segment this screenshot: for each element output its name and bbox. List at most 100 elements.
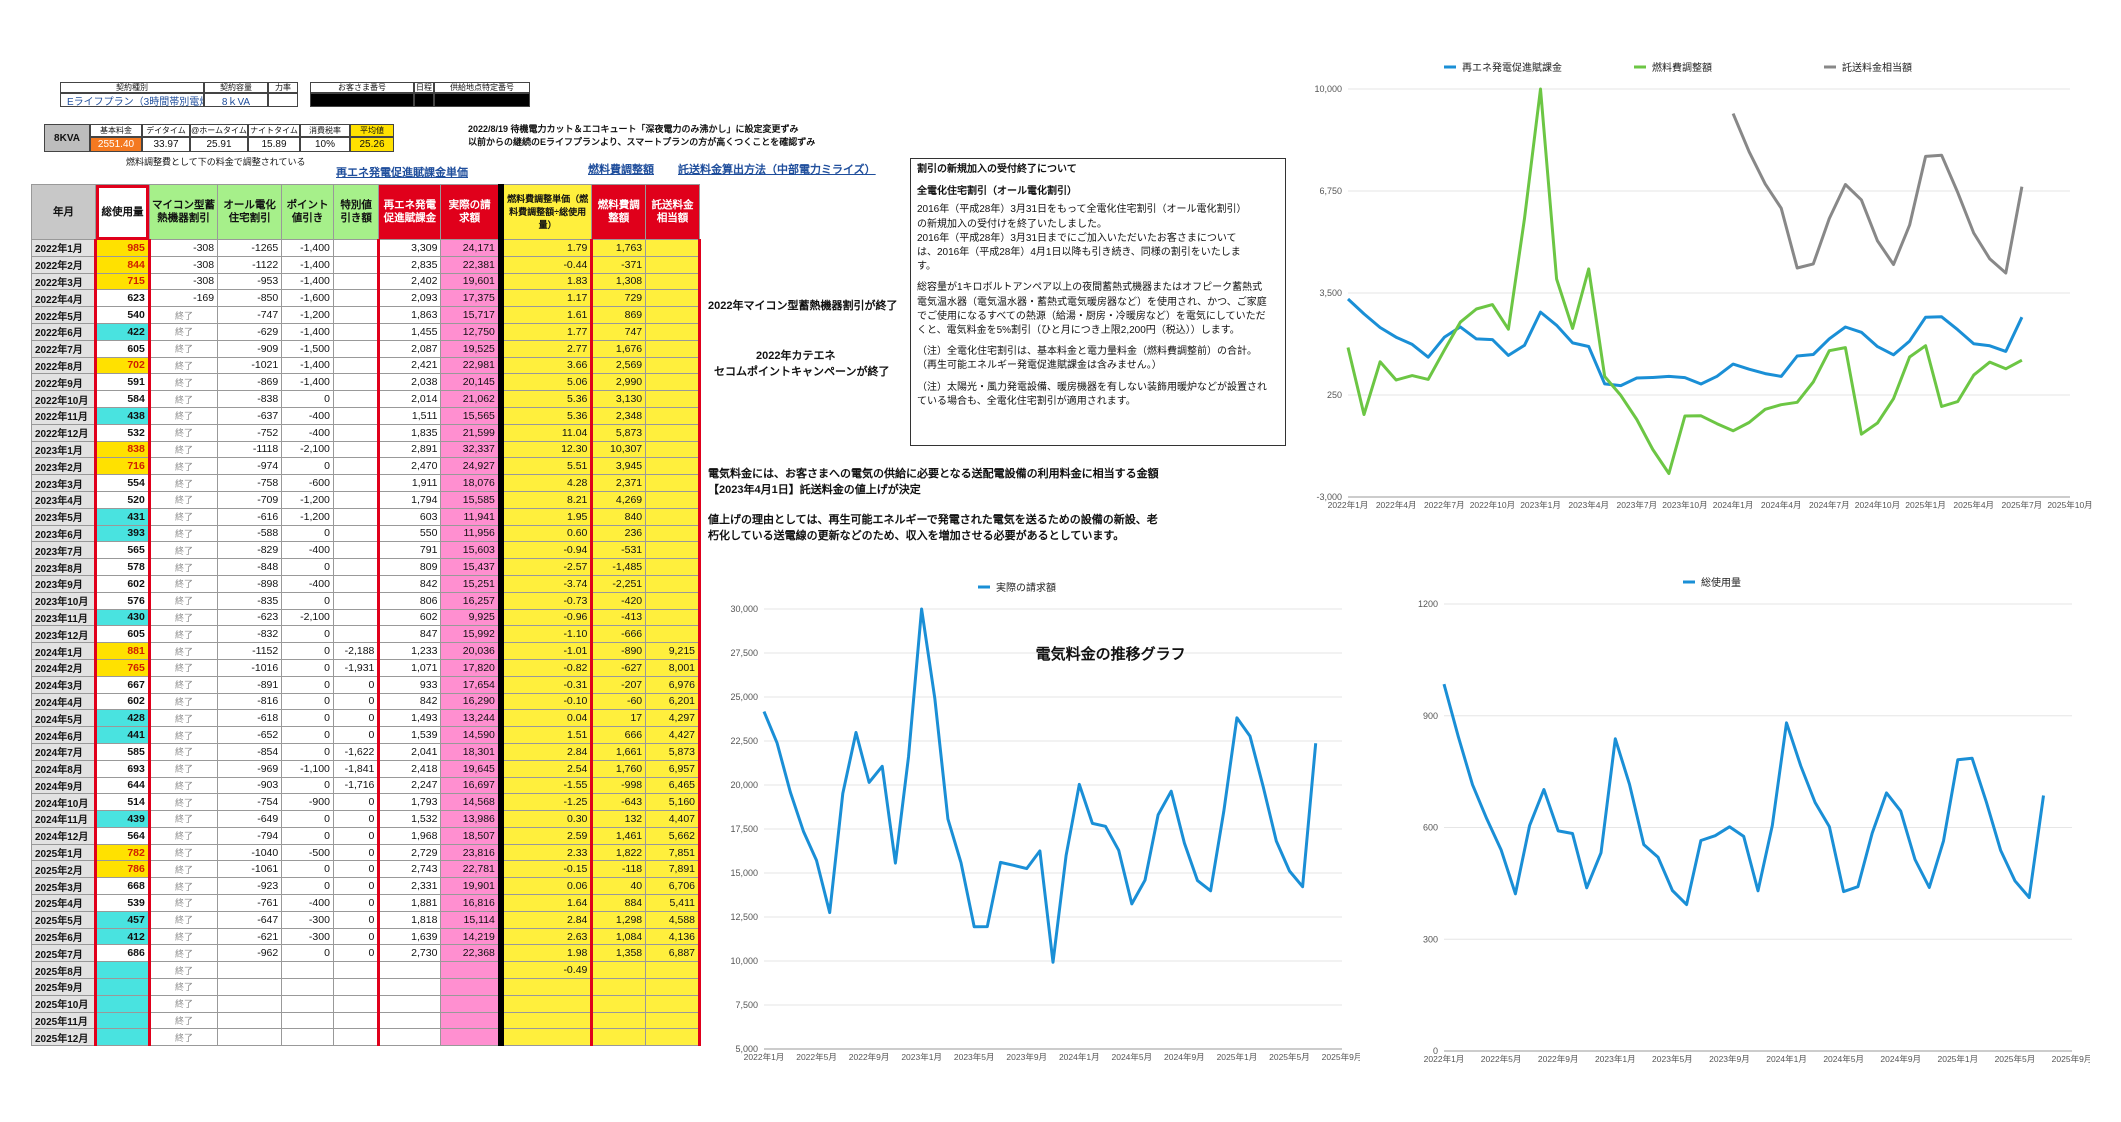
cell-col-1 bbox=[94, 994, 151, 1013]
cell-col-0: 2023年2月 bbox=[30, 457, 97, 476]
th-point-discount: ポイント値引き bbox=[281, 184, 334, 240]
cell-col-1: 602 bbox=[94, 692, 151, 711]
notice-line: でご使用になるすべての熱源（給湯・厨房・冷暖房など）を電気にしていただ bbox=[917, 310, 1266, 322]
cell-col-6: 1,493 bbox=[377, 709, 442, 728]
th-renewable-levy: 再エネ発電促進賦課金 bbox=[378, 184, 442, 240]
link-renewable-unit[interactable]: 再エネ発電促進賦課金単価 bbox=[336, 167, 468, 179]
cell-col-2: 終了 bbox=[148, 994, 219, 1013]
note-transfer-4: 朽化している送電線の更新などのため、収入を増加させる必要があるとしています。 bbox=[708, 530, 1125, 542]
table-row: 2024年12月 564 終了 -794 0 0 1,968 18,507 2.59 1,461 5… bbox=[30, 826, 701, 845]
cell-col-3: -709 bbox=[217, 490, 283, 509]
cell-col-8: 1.83 bbox=[497, 272, 593, 291]
link-fuel-adjustment[interactable]: 燃料費調整額 bbox=[588, 164, 654, 176]
cell-col-6: 1,455 bbox=[377, 322, 442, 341]
cell-col-5: -1,622 bbox=[332, 742, 380, 761]
cell-col-5: -2,188 bbox=[332, 642, 380, 660]
cell-col-6: 1,639 bbox=[377, 927, 442, 946]
cell-col-3: -794 bbox=[217, 826, 283, 845]
cell-col-2: 終了 bbox=[148, 642, 219, 660]
y-tick-label: 6,750 bbox=[1319, 186, 1342, 196]
cell-col-5: 0 bbox=[332, 793, 380, 812]
series-line bbox=[762, 607, 1318, 964]
cell-col-1: 693 bbox=[94, 759, 151, 778]
cell-col-3: -974 bbox=[217, 457, 283, 476]
cell-col-8: -2.57 bbox=[497, 558, 593, 576]
cell-col-3: -829 bbox=[217, 541, 283, 560]
cell-col-10: 6,976 bbox=[645, 675, 701, 694]
cell-col-7 bbox=[440, 1011, 503, 1030]
cell-col-2: 終了 bbox=[148, 574, 219, 593]
table-row: 2024年8月 693 終了 -969 -1,100 -1,841 2,418 19,645 2… bbox=[30, 759, 701, 778]
cell-col-3 bbox=[217, 961, 283, 980]
cell-col-5: 0 bbox=[332, 675, 380, 694]
cell-col-0: 2025年6月 bbox=[30, 927, 97, 946]
cell-col-4: -1,200 bbox=[281, 306, 334, 324]
cell-col-3: -891 bbox=[217, 675, 283, 694]
cell-col-6: 791 bbox=[377, 541, 442, 560]
supply-point-redacted bbox=[434, 93, 530, 107]
cell-col-8: -0.44 bbox=[497, 255, 593, 274]
cell-col-4: -1,400 bbox=[281, 373, 334, 392]
table-row: 2023年1月 838 終了 -1118 -2,100 2,891 32,337 12.30 1… bbox=[30, 440, 701, 459]
cell-col-3: -969 bbox=[217, 759, 283, 778]
table-row: 2022年6月 422 終了 -629 -1,400 1,455 12,750 1.77 747 bbox=[30, 322, 701, 341]
notice-line bbox=[917, 274, 1279, 281]
cell-col-4 bbox=[281, 994, 334, 1013]
rate-value: 10% bbox=[300, 137, 350, 152]
rate-block: 8KVA 基本料金 デイタイム @ホームタイム ナイトタイム 消費税率 平均値 2551.… bbox=[44, 124, 394, 152]
cell-col-8: 0.04 bbox=[497, 709, 593, 728]
y-tick-label: 0 bbox=[1433, 1046, 1438, 1056]
th-total-usage: 総使用量 bbox=[95, 184, 150, 240]
cell-col-8: 4.28 bbox=[497, 474, 593, 492]
cell-col-8 bbox=[497, 978, 593, 996]
x-tick-label: 2025年1月 bbox=[1905, 500, 1946, 510]
cell-col-0: 2023年11月 bbox=[30, 608, 97, 627]
x-tick-label: 2024年9月 bbox=[1164, 1052, 1205, 1062]
cell-col-4: 0 bbox=[281, 558, 334, 576]
x-tick-label: 2022年4月 bbox=[1376, 500, 1417, 510]
cell-col-4: 0 bbox=[281, 860, 334, 879]
cell-col-1: 602 bbox=[94, 574, 151, 593]
series-line bbox=[1731, 113, 2024, 275]
cell-col-4: 0 bbox=[281, 877, 334, 896]
cell-col-6: 1,539 bbox=[377, 726, 442, 744]
cell-col-3: -903 bbox=[217, 776, 283, 795]
cell-col-8: -0.73 bbox=[497, 591, 593, 610]
cell-col-0: 2022年9月 bbox=[30, 373, 97, 392]
th-special-discount: 特別値引き額 bbox=[332, 184, 380, 240]
table-row: 2025年4月 539 終了 -761 -400 0 1,881 16,816 1.64 884 5… bbox=[30, 894, 701, 912]
cell-col-5 bbox=[332, 272, 380, 291]
cell-col-8: 1.17 bbox=[497, 289, 593, 308]
cell-col-8: 5.36 bbox=[497, 406, 593, 425]
link-transfer-method[interactable]: 託送料金算出方法（中部電力ミライズ） bbox=[678, 164, 876, 176]
cell-col-8: 5.51 bbox=[497, 457, 593, 476]
cell-col-7: 17,820 bbox=[440, 658, 503, 677]
table-row: 2022年9月 591 終了 -869 -1,400 2,038 20,145 5.06 2,9… bbox=[30, 373, 701, 392]
note-transfer-2: 【2023年4月1日】託送料金の値上げが決定 bbox=[708, 484, 921, 496]
cell-col-6: 1,233 bbox=[377, 642, 442, 660]
cell-col-0: 2025年7月 bbox=[30, 944, 97, 963]
cell-col-9 bbox=[590, 961, 647, 980]
cell-col-7: 16,257 bbox=[440, 591, 503, 610]
cell-col-8: -1.25 bbox=[497, 793, 593, 812]
notice-line: （注）太陽光・風力発電設備、暖房機器を有しない装飾用暖炉などが設置され bbox=[917, 381, 1267, 393]
table-row: 2023年10月 576 終了 -835 0 806 16,257 -0.73 -420 bbox=[30, 591, 701, 610]
x-tick-label: 2023年1月 bbox=[901, 1052, 942, 1062]
cell-col-3: -923 bbox=[217, 877, 283, 896]
cell-col-8: 5.36 bbox=[497, 390, 593, 408]
cell-col-4: 0 bbox=[281, 625, 334, 644]
cell-col-0: 2023年10月 bbox=[30, 591, 97, 610]
cell-col-1: 441 bbox=[94, 726, 151, 744]
table-row: 2022年7月 605 終了 -909 -1,500 2,087 19,525 2.77 1,6… bbox=[30, 339, 701, 358]
cell-col-1 bbox=[94, 961, 151, 980]
table-row: 2025年8月 終了 -0.49 bbox=[30, 961, 701, 980]
cell-col-6: 2,835 bbox=[377, 255, 442, 274]
cell-col-2: 終了 bbox=[148, 373, 219, 392]
cell-col-10: 4,136 bbox=[645, 927, 701, 946]
cell-col-1: 716 bbox=[94, 457, 151, 476]
cell-col-5 bbox=[332, 1011, 380, 1030]
cell-col-6: 2,421 bbox=[377, 356, 442, 375]
y-tick-label: 20,000 bbox=[730, 780, 758, 790]
fuel-note: 燃料調整費として下の料金で調整されている bbox=[126, 157, 306, 167]
cell-col-3: -953 bbox=[217, 272, 283, 291]
